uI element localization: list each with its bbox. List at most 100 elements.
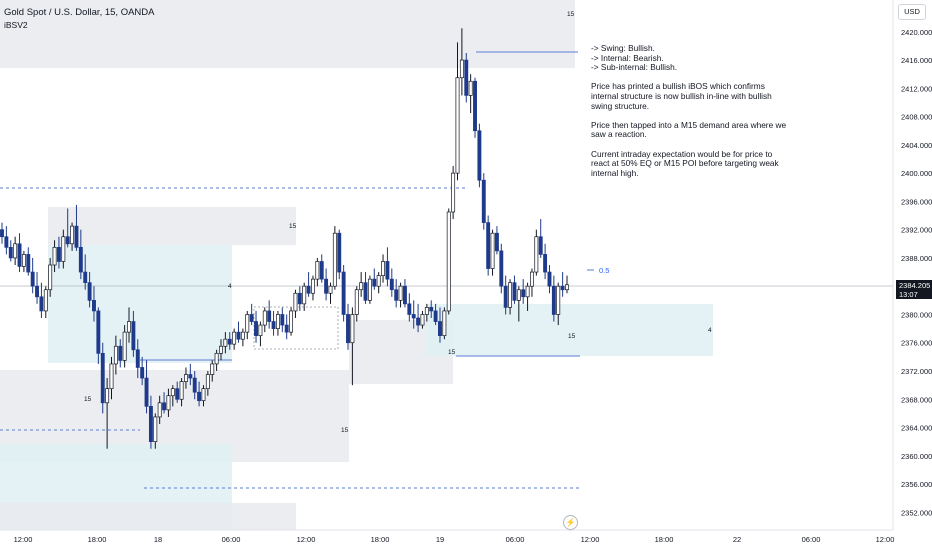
candle-body	[135, 349, 140, 368]
candle	[96, 307, 101, 364]
candle-body	[324, 278, 329, 294]
candle-body	[284, 324, 289, 333]
candle-body	[254, 321, 258, 337]
candle	[376, 272, 381, 294]
y-tick-label: 2356.000	[901, 480, 932, 489]
candle	[13, 236, 18, 265]
candle-body	[446, 211, 451, 312]
eq-label: 0.5	[599, 266, 609, 275]
candle-body	[302, 285, 307, 305]
candle-body	[214, 352, 219, 365]
candle-body	[0, 229, 4, 238]
candle	[367, 275, 372, 304]
lightning-icon[interactable]: ⚡	[563, 515, 578, 530]
candle-body	[232, 331, 237, 345]
candle	[398, 282, 403, 308]
candle	[534, 229, 539, 276]
candle	[56, 236, 61, 269]
currency-button[interactable]: USD	[898, 4, 926, 20]
y-tick-label: 2376.000	[901, 339, 932, 348]
candle	[249, 303, 254, 326]
candle	[337, 229, 342, 280]
candle	[105, 378, 110, 449]
candle	[525, 282, 530, 311]
candle-body	[105, 388, 110, 404]
candle	[17, 233, 22, 273]
candle	[144, 360, 149, 414]
candle-body	[398, 285, 403, 301]
zone-rect	[232, 207, 296, 245]
candle-body	[494, 232, 499, 252]
y-tick-label: 2392.000	[901, 226, 932, 235]
candle-body	[61, 236, 66, 262]
last-price-value: 2384.205	[899, 281, 931, 290]
candle-body	[315, 261, 320, 280]
y-tick-label: 2388.000	[901, 254, 932, 263]
y-tick-label: 2364.000	[901, 424, 932, 433]
x-tick-label: 12:00	[876, 535, 895, 544]
candle-body	[21, 254, 26, 267]
candle	[205, 371, 210, 396]
candle-body	[556, 285, 561, 315]
candle	[319, 254, 324, 283]
candle-body	[30, 271, 35, 287]
candle-body	[319, 261, 324, 280]
indicator-name: iBSV2	[4, 20, 28, 30]
candle-body	[83, 271, 88, 284]
candle-body	[512, 282, 517, 301]
candle-body	[122, 331, 127, 361]
candle	[389, 268, 394, 297]
candle-body	[420, 314, 425, 326]
candle-body	[179, 381, 184, 400]
zone-rect	[48, 245, 232, 363]
candle-body	[4, 236, 9, 248]
candle	[267, 300, 272, 329]
candle	[521, 279, 526, 304]
candle-body	[13, 243, 18, 259]
candle-body	[144, 377, 149, 407]
candle-body	[153, 416, 158, 443]
candle	[223, 332, 228, 354]
candle-body	[477, 130, 482, 181]
candle-body	[262, 310, 267, 326]
candle-body	[70, 225, 75, 245]
candle	[131, 310, 136, 357]
zone-rect	[0, 503, 296, 530]
candle	[83, 254, 88, 290]
candle-body	[481, 179, 486, 223]
zone-timeframe-label: 15	[84, 396, 92, 403]
candle	[486, 215, 491, 276]
candle-body	[367, 278, 372, 301]
candle-body	[468, 80, 473, 96]
y-tick-label: 2360.000	[901, 452, 932, 461]
candle-body	[118, 345, 123, 361]
candle-body	[530, 271, 534, 287]
candle	[503, 275, 508, 315]
candle	[240, 328, 245, 347]
candle-body	[289, 310, 294, 333]
candle-body	[337, 232, 342, 273]
y-tick-label: 2412.000	[901, 84, 932, 93]
candle	[551, 275, 556, 322]
candle	[293, 289, 298, 318]
candle	[560, 272, 565, 297]
candle-body	[52, 246, 57, 266]
candle	[100, 342, 105, 414]
candle	[201, 385, 206, 407]
candle	[122, 325, 127, 368]
candle	[512, 275, 517, 304]
candle-body	[236, 331, 241, 340]
candle-body	[508, 282, 513, 308]
candle-body	[78, 246, 83, 273]
candle	[306, 272, 311, 297]
candle	[481, 173, 486, 230]
candle-body	[464, 59, 469, 96]
candle	[118, 339, 123, 368]
candle	[70, 222, 75, 251]
candle-body	[127, 321, 131, 333]
candle-body	[223, 338, 228, 347]
candle	[232, 328, 237, 350]
symbol-title: Gold Spot / U.S. Dollar, 15, OANDA	[4, 7, 155, 18]
candle-body	[311, 278, 315, 294]
